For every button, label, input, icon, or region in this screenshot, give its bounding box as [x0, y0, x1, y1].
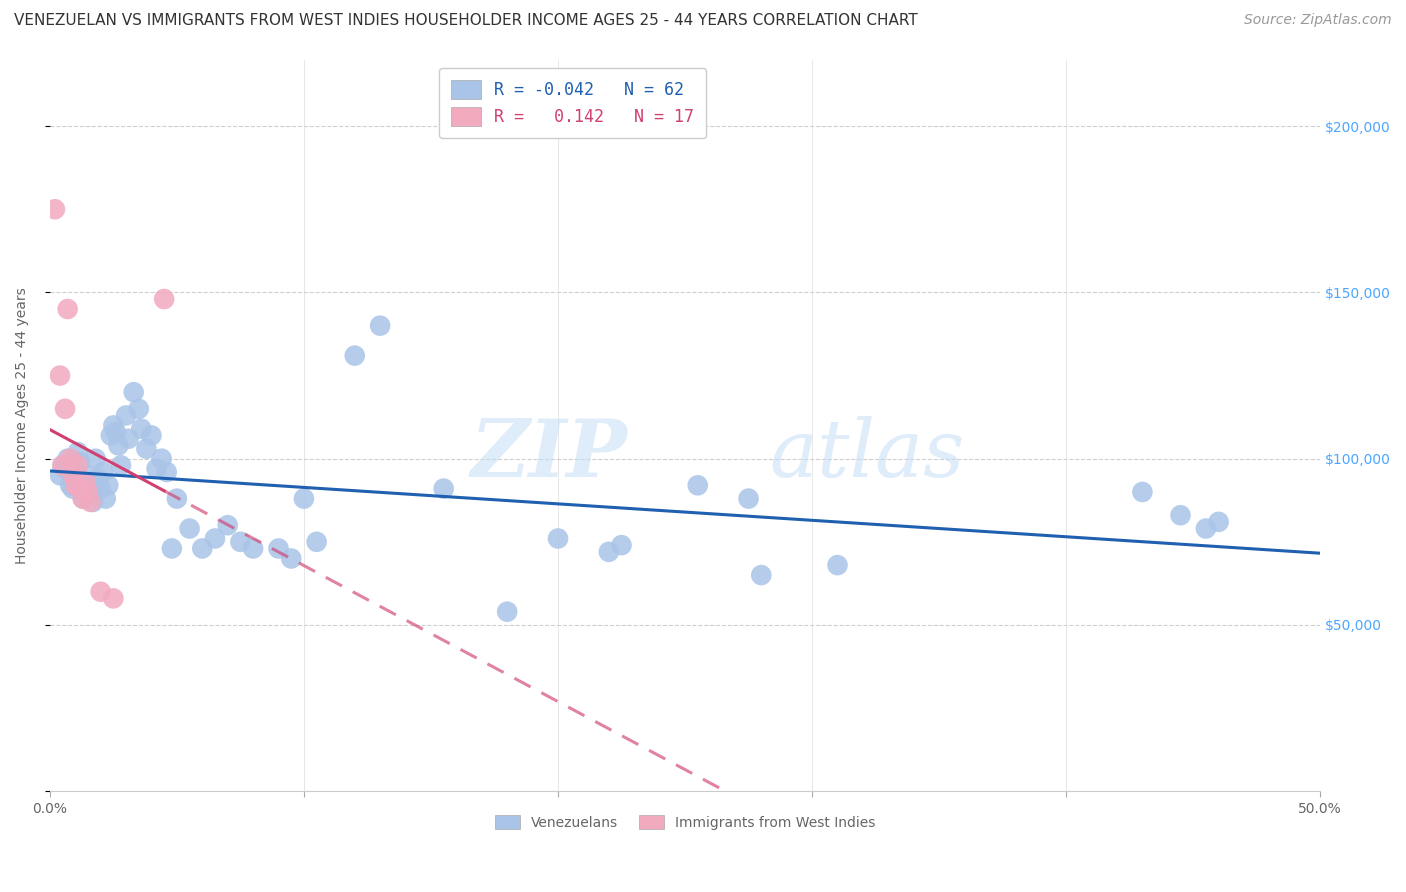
Point: [242, 541, 264, 556]
Point: [66, 458, 89, 473]
Point: [153, 292, 176, 306]
Point: [610, 538, 633, 552]
Point: [433, 482, 456, 496]
Point: [75, 475, 97, 489]
Point: [66, 445, 89, 459]
Point: [229, 534, 252, 549]
Point: [135, 442, 157, 456]
Legend: Venezuelans, Immigrants from West Indies: Venezuelans, Immigrants from West Indies: [489, 810, 882, 836]
Point: [59, 478, 82, 492]
Point: [56, 301, 79, 316]
Point: [122, 385, 145, 400]
Point: [217, 518, 239, 533]
Point: [82, 495, 104, 509]
Point: [77, 468, 100, 483]
Point: [72, 491, 94, 506]
Point: [56, 451, 79, 466]
Point: [117, 432, 139, 446]
Point: [59, 451, 82, 466]
Point: [496, 605, 519, 619]
Point: [598, 545, 620, 559]
Point: [69, 482, 91, 496]
Point: [280, 551, 302, 566]
Point: [343, 349, 366, 363]
Point: [115, 409, 138, 423]
Point: [1132, 485, 1154, 500]
Point: [49, 468, 72, 483]
Point: [65, 478, 87, 492]
Point: [51, 458, 73, 473]
Point: [292, 491, 315, 506]
Point: [107, 438, 129, 452]
Point: [191, 541, 214, 556]
Point: [1208, 515, 1230, 529]
Point: [145, 461, 167, 475]
Point: [156, 465, 179, 479]
Point: [179, 522, 201, 536]
Point: [100, 428, 122, 442]
Point: [69, 455, 91, 469]
Point: [305, 534, 328, 549]
Point: [90, 584, 112, 599]
Point: [128, 401, 150, 416]
Point: [267, 541, 290, 556]
Text: ZIP: ZIP: [471, 416, 628, 493]
Point: [79, 485, 101, 500]
Point: [103, 591, 125, 606]
Point: [97, 478, 120, 492]
Point: [1170, 508, 1192, 523]
Point: [62, 482, 84, 496]
Point: [110, 458, 132, 473]
Point: [49, 368, 72, 383]
Point: [141, 428, 163, 442]
Point: [90, 482, 112, 496]
Text: atlas: atlas: [769, 416, 965, 493]
Point: [737, 491, 759, 506]
Point: [91, 465, 114, 479]
Point: [368, 318, 391, 333]
Point: [77, 485, 100, 500]
Point: [62, 468, 84, 483]
Point: [827, 558, 849, 573]
Point: [79, 495, 101, 509]
Point: [1195, 522, 1218, 536]
Point: [104, 425, 127, 439]
Point: [72, 491, 94, 506]
Point: [103, 418, 125, 433]
Point: [44, 202, 66, 217]
Text: VENEZUELAN VS IMMIGRANTS FROM WEST INDIES HOUSEHOLDER INCOME AGES 25 - 44 YEARS : VENEZUELAN VS IMMIGRANTS FROM WEST INDIE…: [14, 13, 918, 29]
Point: [686, 478, 709, 492]
Point: [160, 541, 183, 556]
Point: [166, 491, 188, 506]
Point: [51, 458, 73, 473]
Point: [75, 475, 97, 489]
Text: Source: ZipAtlas.com: Source: ZipAtlas.com: [1244, 13, 1392, 28]
Point: [131, 422, 153, 436]
Point: [84, 451, 107, 466]
Point: [53, 401, 76, 416]
Point: [65, 465, 87, 479]
Point: [53, 461, 76, 475]
Point: [150, 451, 173, 466]
Point: [749, 568, 772, 582]
Point: [204, 532, 226, 546]
Point: [547, 532, 569, 546]
Point: [87, 472, 110, 486]
Y-axis label: Householder Income Ages 25 - 44 years: Householder Income Ages 25 - 44 years: [15, 287, 30, 564]
Point: [94, 491, 117, 506]
